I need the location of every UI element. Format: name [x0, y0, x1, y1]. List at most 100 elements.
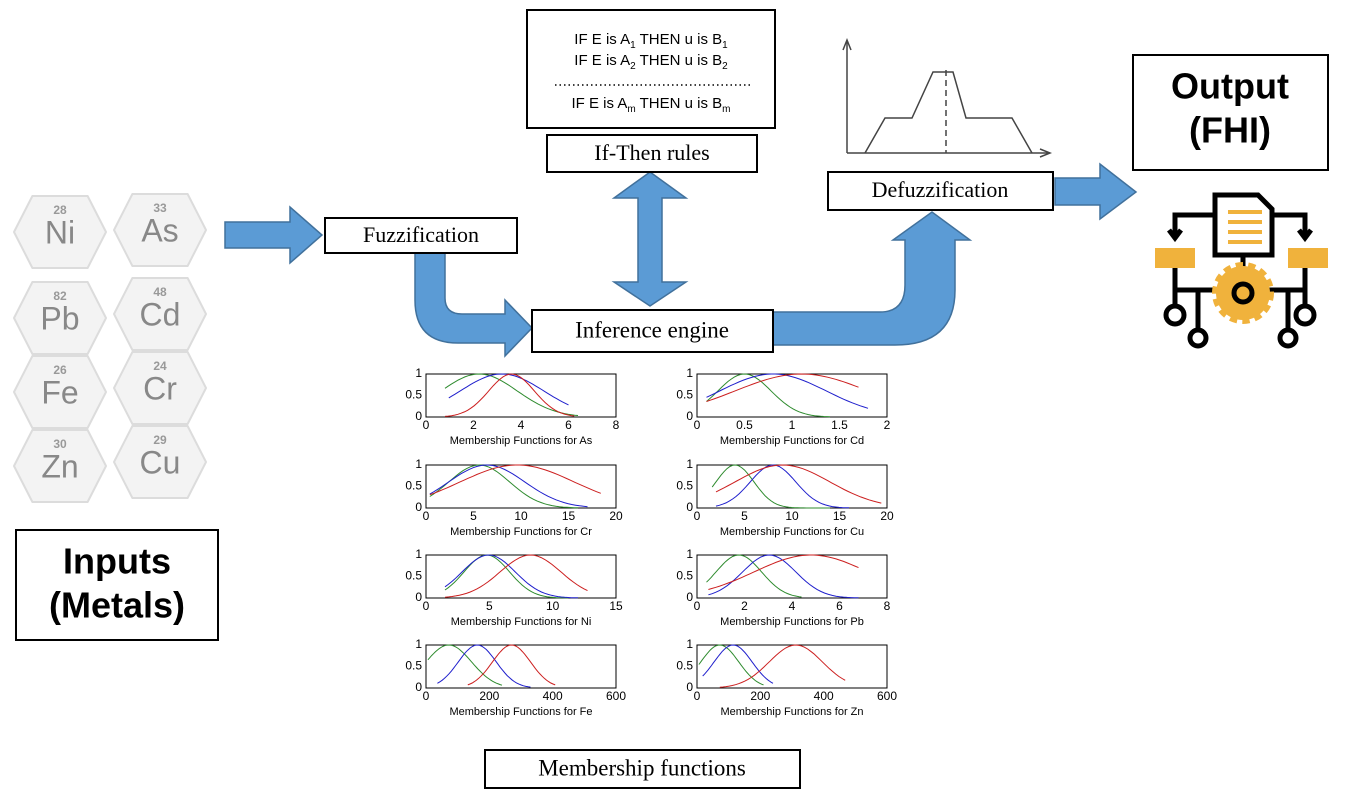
membership-curve [706, 554, 802, 598]
x-tick-label: 8 [613, 418, 620, 432]
x-tick-label: 4 [518, 418, 525, 432]
inputs-label: (Metals) [49, 585, 185, 626]
y-tick-label: 1 [415, 457, 422, 471]
membership-plot: 0 0.5 1 0 0.5 1 1.5 2 Membership Functions for C… [676, 366, 890, 447]
tile-shape [113, 425, 207, 499]
x-tick-label: 5 [741, 509, 748, 523]
y-tick-label: 0 [686, 409, 693, 423]
arrow-output [1054, 162, 1138, 221]
x-tick-label: 15 [609, 599, 623, 613]
defuzz-plot [842, 37, 1053, 158]
y-tick-label: 1 [415, 637, 422, 651]
x-tick-label: 2 [470, 418, 477, 432]
x-tick-label: 10 [785, 509, 799, 523]
x-tick-label: 8 [884, 599, 891, 613]
x-tick-label: 5 [486, 599, 493, 613]
plot-frame [425, 644, 617, 689]
y-tick-label: 1 [415, 547, 422, 561]
membership-curve [437, 644, 531, 688]
element-symbol: As [141, 212, 178, 248]
plot-title: Membership Functions for Ni [451, 616, 592, 628]
x-tick-label: 0 [423, 689, 430, 703]
x-tick-label: 2 [741, 599, 748, 613]
y-tick-label: 0.5 [676, 388, 693, 402]
x-tick-label: 0 [694, 509, 701, 523]
tile-shape [13, 281, 107, 355]
inference-label: Inference engine [575, 317, 729, 342]
plot-title: Membership Functions for As [450, 435, 593, 447]
plot-title: Membership Functions for Cd [720, 435, 864, 447]
membership-curve [444, 373, 575, 417]
x-tick-label: 400 [814, 689, 834, 703]
rules-label: If-Then rules [594, 140, 709, 165]
tile-shape [113, 351, 207, 425]
plot-title: Membership Functions for Fe [449, 706, 592, 718]
x-tick-label: 600 [606, 689, 626, 703]
membership-curve [444, 554, 588, 598]
atomic-number: 28 [53, 203, 67, 217]
x-tick-label: 1.5 [831, 418, 848, 432]
defuzzification-label: Defuzzification [872, 177, 1009, 202]
atomic-number: 24 [153, 359, 167, 373]
y-tick-label: 1 [686, 637, 693, 651]
membership-curve [706, 373, 859, 402]
plot-frame [425, 373, 617, 418]
arrow-inputs [224, 205, 324, 265]
x-tick-label: 20 [609, 509, 623, 523]
y-tick-label: 0.5 [405, 479, 422, 493]
x-tick-label: 10 [514, 509, 528, 523]
y-tick-label: 0.5 [676, 569, 693, 583]
plot-frame [425, 464, 617, 509]
membership-curve [708, 554, 859, 590]
membership-plot: 0 0.5 1 0 200 400 600 Membership Functions for … [676, 637, 897, 718]
plot-title: Membership Functions for Cu [720, 526, 864, 538]
rule-line: IF E is A1 THEN u is B1 [574, 31, 728, 51]
membership-curve [719, 644, 846, 688]
membership-plot: 0 0.5 1 0 2 4 6 8 Membership Functions for As [405, 366, 619, 447]
x-tick-label: 10 [546, 599, 560, 613]
x-tick-label: 2 [884, 418, 891, 432]
fuzzification-label: Fuzzification [363, 222, 479, 247]
tile-shape [113, 277, 207, 351]
inputs-label: Inputs [63, 541, 171, 582]
x-tick-label: 5 [470, 509, 477, 523]
x-tick-label: 0 [694, 418, 701, 432]
inputs-box [15, 529, 219, 641]
y-tick-label: 0.5 [676, 659, 693, 673]
plot-frame [696, 644, 888, 689]
arrow-double [611, 171, 689, 307]
membership-curve [444, 554, 569, 599]
y-tick-label: 0 [415, 409, 422, 423]
y-tick-label: 0 [415, 500, 422, 514]
atomic-number: 82 [53, 289, 67, 303]
x-tick-label: 6 [836, 599, 843, 613]
membership-label-box [484, 749, 801, 789]
y-tick-label: 0.5 [405, 388, 422, 402]
membership-curve [711, 464, 830, 509]
atomic-number: 30 [53, 437, 67, 451]
inference-box [531, 309, 774, 353]
tile-shape [13, 355, 107, 429]
plot-title: Membership Functions for Pb [720, 616, 864, 628]
y-tick-label: 1 [686, 457, 693, 471]
x-tick-label: 200 [479, 689, 499, 703]
y-tick-label: 0.5 [405, 659, 422, 673]
defuzzification-box [827, 171, 1054, 211]
atomic-number: 33 [153, 201, 167, 215]
y-tick-label: 0 [415, 590, 422, 604]
membership-plot: 0 0.5 1 0 200 400 600 Membership Functions for … [405, 637, 626, 718]
x-tick-label: 15 [562, 509, 576, 523]
rules-list: IF E is A1 THEN u is B1 IF E is A2 THEN … [572, 31, 731, 115]
y-tick-label: 0 [415, 680, 422, 694]
membership-curve [427, 644, 503, 686]
